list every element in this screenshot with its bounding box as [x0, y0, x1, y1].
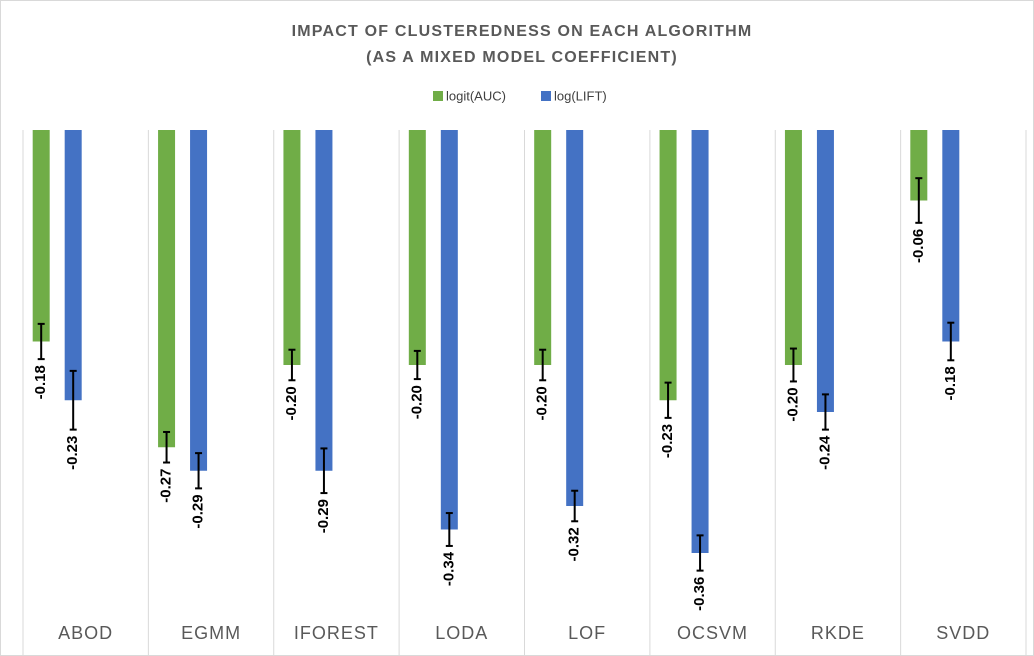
legend-label: logit(AUC)	[446, 88, 506, 103]
data-label: -0.20	[534, 386, 551, 420]
bar	[283, 130, 301, 365]
bar	[691, 130, 709, 553]
bar	[910, 130, 928, 201]
bar	[784, 130, 802, 365]
bar	[534, 130, 552, 365]
data-label: -0.18	[32, 365, 49, 399]
data-label: -0.06	[910, 229, 927, 263]
bar	[32, 130, 50, 342]
x-tick-label: LOF	[568, 623, 606, 643]
bar	[408, 130, 426, 365]
bar	[158, 130, 176, 448]
legend-swatch	[541, 91, 551, 101]
bar	[942, 130, 960, 342]
data-label: -0.20	[784, 387, 801, 421]
bar	[190, 130, 208, 471]
legend-swatch	[433, 91, 443, 101]
bar	[566, 130, 584, 506]
data-label: -0.24	[816, 435, 833, 470]
data-label: -0.23	[659, 424, 676, 458]
chart-title: IMPACT OF CLUSTEREDNESS ON EACH ALGORITH…	[292, 23, 753, 40]
data-label: -0.36	[691, 577, 708, 611]
data-label: -0.29	[315, 499, 332, 533]
x-tick-label: OCSVM	[677, 623, 748, 643]
data-label: -0.27	[158, 469, 175, 503]
data-label: -0.29	[190, 494, 207, 528]
x-tick-label: ABOD	[58, 623, 113, 643]
data-label: -0.20	[408, 385, 425, 419]
bar	[315, 130, 333, 471]
chart-subtitle: (AS A MIXED MODEL COEFFICIENT)	[366, 49, 678, 66]
bar	[659, 130, 677, 401]
data-label: -0.20	[283, 386, 300, 420]
x-tick-label: SVDD	[936, 623, 990, 643]
bar	[64, 130, 82, 401]
data-label: -0.18	[942, 366, 959, 400]
data-label: -0.34	[440, 551, 457, 586]
bar	[440, 130, 458, 530]
x-tick-label: IFOREST	[294, 623, 379, 643]
legend-label: log(LIFT)	[554, 88, 607, 103]
x-tick-label: EGMM	[181, 623, 241, 643]
x-tick-label: LODA	[435, 623, 488, 643]
bar	[816, 130, 834, 412]
data-label: -0.32	[566, 527, 583, 561]
x-tick-label: RKDE	[811, 623, 865, 643]
data-label: -0.23	[64, 436, 81, 470]
